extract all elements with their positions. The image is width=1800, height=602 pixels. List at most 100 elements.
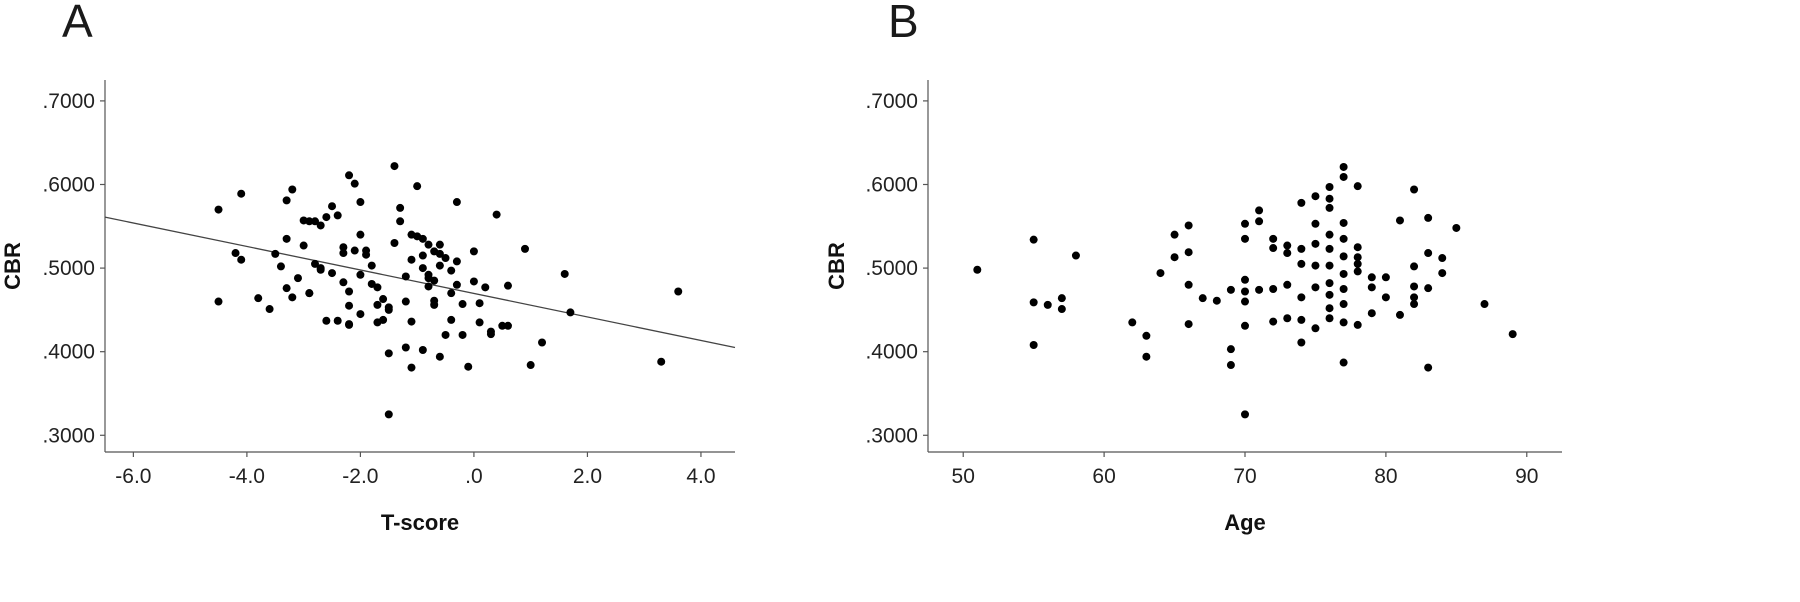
data-point xyxy=(1395,216,1404,225)
data-point xyxy=(1241,287,1249,296)
data-point xyxy=(1283,249,1292,258)
data-point xyxy=(486,330,495,339)
data-point xyxy=(1297,259,1306,268)
data-point xyxy=(350,246,359,255)
data-point xyxy=(498,321,507,330)
x-tick-label: 50 xyxy=(952,465,975,488)
data-point xyxy=(1325,194,1334,203)
data-point xyxy=(237,255,246,264)
x-tick-label: .0 xyxy=(465,465,483,488)
data-point xyxy=(305,217,314,226)
data-point xyxy=(475,299,484,308)
data-point xyxy=(1128,318,1137,327)
data-point xyxy=(1395,310,1404,319)
data-point xyxy=(401,343,410,352)
data-point xyxy=(452,257,461,266)
data-point xyxy=(1311,283,1320,292)
data-point xyxy=(1283,314,1292,323)
x-tick-label: 80 xyxy=(1374,465,1397,488)
data-point xyxy=(1339,284,1348,293)
data-point xyxy=(367,261,376,270)
y-tick-label: .4000 xyxy=(42,341,95,364)
data-point xyxy=(452,280,461,289)
x-tick-label: 60 xyxy=(1092,465,1115,488)
data-point xyxy=(1339,300,1348,309)
data-point xyxy=(1269,317,1278,326)
y-tick-label: .4000 xyxy=(865,341,918,364)
data-point xyxy=(396,203,405,212)
data-point xyxy=(401,297,410,306)
data-point xyxy=(424,274,433,283)
data-point xyxy=(1311,192,1320,201)
data-point xyxy=(1255,217,1264,226)
data-point xyxy=(1226,361,1235,370)
data-point xyxy=(356,198,365,207)
data-point xyxy=(1269,234,1278,243)
data-point xyxy=(464,362,473,371)
panel-label: B xyxy=(888,0,919,47)
data-point xyxy=(345,287,354,296)
data-point xyxy=(328,202,337,211)
data-point xyxy=(441,254,450,263)
data-point xyxy=(503,281,512,290)
data-point xyxy=(1255,285,1264,294)
data-point xyxy=(447,289,456,298)
data-point xyxy=(1325,261,1334,270)
data-point xyxy=(1339,269,1348,278)
data-point xyxy=(1424,249,1433,258)
data-point xyxy=(214,297,223,306)
data-point xyxy=(492,210,501,219)
data-point xyxy=(1184,221,1193,230)
data-point xyxy=(316,221,325,230)
data-point xyxy=(1325,279,1334,288)
data-point xyxy=(657,357,666,366)
data-point xyxy=(1184,248,1193,257)
data-point xyxy=(1381,293,1390,302)
data-point xyxy=(469,277,478,286)
data-point xyxy=(413,232,422,241)
data-point xyxy=(1452,223,1461,232)
data-point xyxy=(407,363,416,372)
data-point xyxy=(1057,305,1066,314)
data-point xyxy=(1297,338,1306,347)
x-tick-label: -4.0 xyxy=(229,465,265,488)
x-tick-label: 4.0 xyxy=(686,465,715,488)
data-point xyxy=(356,230,365,239)
data-point xyxy=(328,269,337,278)
data-point xyxy=(271,249,280,258)
data-point xyxy=(1142,331,1151,340)
data-point xyxy=(435,249,444,258)
data-point xyxy=(1283,241,1292,250)
data-point xyxy=(1198,294,1207,303)
data-point xyxy=(469,247,478,256)
data-point xyxy=(526,361,535,370)
data-point xyxy=(1325,244,1334,253)
data-point xyxy=(1353,320,1362,329)
data-point xyxy=(1480,300,1489,309)
data-point xyxy=(345,320,354,329)
data-point xyxy=(293,274,302,283)
data-point xyxy=(1170,230,1179,239)
data-point xyxy=(401,272,410,281)
data-point xyxy=(1311,219,1320,228)
data-point xyxy=(305,289,314,298)
data-point xyxy=(1339,318,1348,327)
data-point xyxy=(345,301,354,310)
data-point xyxy=(1311,324,1320,333)
data-point xyxy=(1367,309,1376,318)
data-point xyxy=(1297,244,1306,253)
y-tick-label: .5000 xyxy=(42,257,95,280)
data-point xyxy=(424,282,433,291)
data-point xyxy=(452,198,461,207)
data-point xyxy=(566,308,575,317)
data-point xyxy=(1170,253,1179,262)
data-point xyxy=(1339,162,1348,171)
data-point xyxy=(447,315,456,324)
x-tick-label: 90 xyxy=(1515,465,1538,488)
y-tick-label: .3000 xyxy=(865,424,918,447)
x-axis-title: T-score xyxy=(381,510,459,535)
regression-line xyxy=(104,216,736,349)
data-point xyxy=(413,182,422,191)
data-point xyxy=(1438,269,1447,278)
data-point xyxy=(430,300,439,309)
